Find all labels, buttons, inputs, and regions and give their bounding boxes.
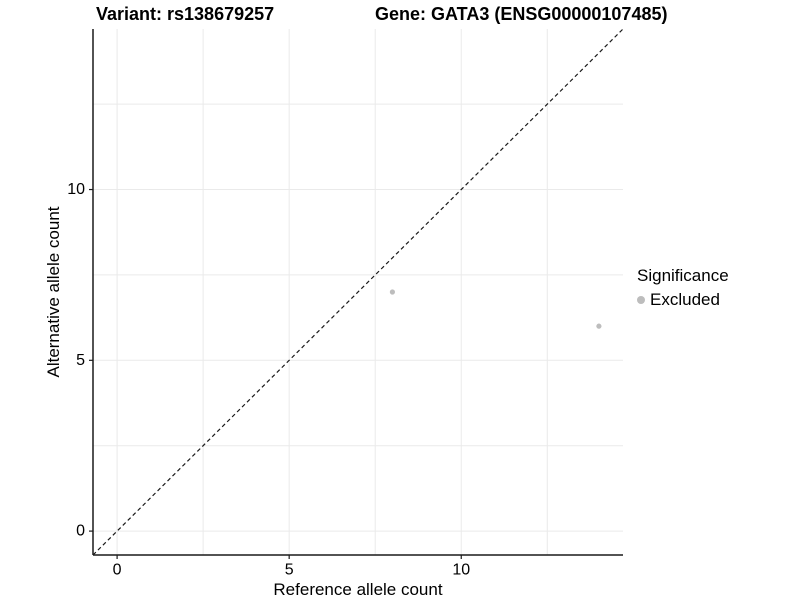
y-tick-label: 5: [76, 352, 85, 369]
data-point: [389, 289, 396, 295]
x-axis-title: Reference allele count: [273, 580, 443, 599]
legend-point-icon: [637, 296, 645, 304]
plot-title-gene: Gene: GATA3 (ENSG00000107485): [375, 4, 668, 24]
plot-title-variant: Variant: rs138679257: [96, 4, 275, 24]
legend-item-label: Excluded: [650, 290, 720, 309]
y-tick-label: 0: [76, 523, 85, 540]
x-tick-label: 10: [452, 561, 470, 578]
legend: Significance Excluded: [637, 266, 729, 310]
legend-item-excluded: Excluded: [637, 290, 729, 310]
data-point: [596, 323, 602, 329]
x-tick-label: 0: [113, 561, 122, 578]
x-tick-label: 5: [285, 561, 294, 578]
identity-line: [92, 28, 624, 556]
legend-title: Significance: [637, 266, 729, 285]
y-tick-label: 10: [67, 181, 85, 198]
